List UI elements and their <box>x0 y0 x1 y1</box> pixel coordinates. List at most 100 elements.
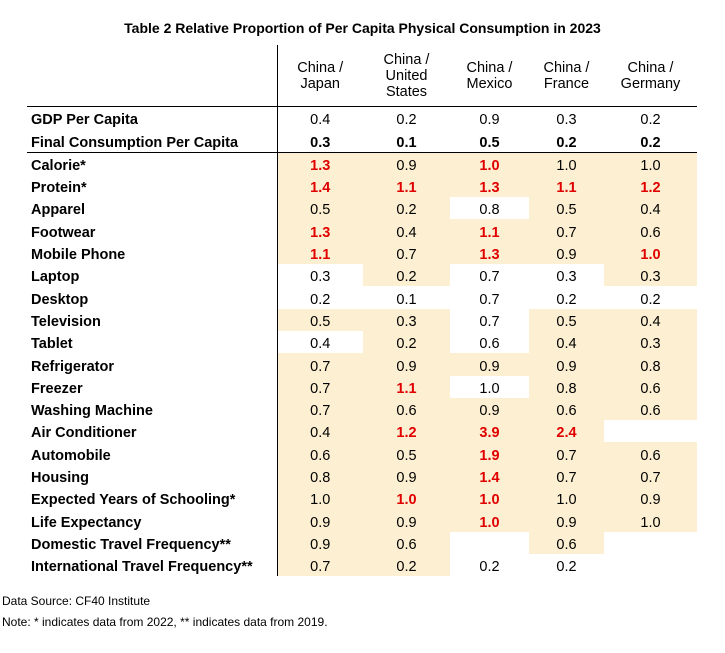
row-label: Automobile <box>27 442 278 465</box>
header-line: China / <box>297 59 344 76</box>
value-cell: 0.6 <box>363 531 450 554</box>
table-row: Automobile 0.6 0.5 1.9 0.7 0.6 <box>27 442 697 465</box>
value-cell: 0.6 <box>529 397 604 421</box>
value-cell: 0.9 <box>363 509 450 532</box>
value-cell: 0.5 <box>277 308 363 331</box>
header-corner <box>27 45 278 107</box>
value-cell: 0.9 <box>529 241 604 265</box>
value-cell: 0.6 <box>604 442 697 465</box>
row-label: Freezer <box>27 375 278 398</box>
value-cell: 0.9 <box>277 531 363 554</box>
value-cell <box>604 420 697 442</box>
header-row: China / Japan China / United States Chin… <box>27 45 697 107</box>
value-cell: 0.1 <box>363 129 450 153</box>
value-cell: 0.4 <box>529 330 604 354</box>
value-cell: 0.7 <box>529 219 604 242</box>
value-cell <box>604 532 697 554</box>
table-row: Mobile Phone 1.1 0.7 1.3 0.9 1.0 <box>27 241 697 265</box>
value-cell: 1.3 <box>450 174 529 198</box>
header-line: China / <box>466 59 513 76</box>
value-cell: 0.6 <box>604 397 697 421</box>
table-row: Desktop 0.2 0.1 0.7 0.2 0.2 <box>27 286 697 309</box>
value-cell: 1.3 <box>277 219 363 242</box>
value-cell: 0.9 <box>363 353 450 376</box>
value-cell: 0.1 <box>396 291 417 308</box>
value-cell: 0.9 <box>277 509 363 532</box>
table-title: Table 2 Relative Proportion of Per Capit… <box>124 20 601 36</box>
footnote: Note: * indicates data from 2022, ** ind… <box>2 615 328 629</box>
value-cell: 1.4 <box>450 464 529 488</box>
value-cell: 0.7 <box>479 313 500 330</box>
value-cell: 0.4 <box>310 112 331 129</box>
value-cell: 0.6 <box>604 219 697 242</box>
value-cell: 0.2 <box>640 291 661 308</box>
row-label: Washing Machine <box>27 397 278 421</box>
row-label: Television <box>27 308 278 331</box>
value-cell: 0.7 <box>277 375 363 398</box>
value-cell: 0.6 <box>277 442 363 465</box>
table-row: Apparel 0.5 0.2 0.8 0.5 0.4 <box>27 197 697 220</box>
value-cell: 1.3 <box>450 241 529 265</box>
value-cell: 0.3 <box>556 269 577 286</box>
header-line: China / <box>383 51 430 68</box>
value-cell: 1.2 <box>604 174 697 198</box>
table-row: Housing 0.8 0.9 1.4 0.7 0.7 <box>27 464 697 488</box>
value-cell: 0.7 <box>529 464 604 488</box>
table-row: Final Consumption Per Capita 0.3 0.1 0.5 0.2… <box>27 129 697 153</box>
value-cell: 0.9 <box>450 353 529 376</box>
header-line: Mexico <box>466 75 513 92</box>
value-cell: 0.7 <box>363 241 450 265</box>
value-cell: 1.2 <box>363 420 450 443</box>
value-cell: 0.6 <box>529 531 604 554</box>
value-cell: 0.4 <box>277 420 363 443</box>
value-cell: 0.8 <box>604 353 697 376</box>
value-cell: 0.6 <box>363 397 450 421</box>
header-line: Germany <box>620 75 681 92</box>
column-header-germany: China / Germany <box>604 45 697 107</box>
value-cell: 0.9 <box>363 152 450 175</box>
data-source: Data Source: CF40 Institute <box>2 594 151 608</box>
row-label: Protein* <box>27 174 278 198</box>
table-row: Laptop 0.3 0.2 0.7 0.3 0.3 <box>27 264 697 287</box>
value-cell: 0.2 <box>363 553 450 577</box>
table-row: Protein* 1.4 1.1 1.3 1.1 1.2 <box>27 174 697 198</box>
value-cell: 1.4 <box>277 174 363 198</box>
value-cell: 1.0 <box>529 487 604 510</box>
value-cell: 1.3 <box>277 152 363 175</box>
table-row: Washing Machine 0.7 0.6 0.9 0.6 0.6 <box>27 397 697 421</box>
table-row: Air Conditioner 0.4 1.2 3.9 2.4 <box>27 420 697 443</box>
value-cell: 0.3 <box>363 308 450 331</box>
row-label: GDP Per Capita <box>27 106 278 130</box>
value-cell: 0.2 <box>640 112 661 129</box>
value-cell: 0.2 <box>529 129 604 153</box>
value-cell: 0.2 <box>363 330 450 354</box>
value-cell: 1.0 <box>604 509 697 532</box>
value-cell: 1.1 <box>529 174 604 198</box>
table-row: GDP Per Capita 0.4 0.2 0.9 0.3 0.2 <box>27 106 697 130</box>
row-label: Domestic Travel Frequency** <box>27 531 278 554</box>
value-cell: 0.4 <box>310 336 331 353</box>
value-cell: 0.7 <box>277 353 363 376</box>
value-cell: 0.2 <box>363 264 450 287</box>
value-cell: 1.1 <box>363 375 450 398</box>
value-cell: 0.7 <box>277 553 363 577</box>
value-cell <box>604 554 697 576</box>
table-body: GDP Per Capita 0.4 0.2 0.9 0.3 0.2 Final Consu… <box>27 106 697 577</box>
column-header-france: China / France <box>529 45 604 107</box>
table-row: Refrigerator 0.7 0.9 0.9 0.9 0.8 <box>27 353 697 376</box>
value-cell: 0.5 <box>450 129 529 153</box>
row-label: Expected Years of Schooling* <box>27 487 278 510</box>
row-label: International Travel Frequency** <box>27 553 278 577</box>
value-cell: 0.8 <box>277 464 363 488</box>
value-cell: 0.7 <box>529 442 604 465</box>
row-label: Air Conditioner <box>27 420 278 443</box>
value-cell: 0.7 <box>277 397 363 421</box>
value-cell: 0.9 <box>450 397 529 421</box>
value-cell: 0.2 <box>396 112 417 129</box>
value-cell: 1.1 <box>277 241 363 265</box>
value-cell: 1.1 <box>363 174 450 198</box>
value-cell: 0.6 <box>479 336 500 353</box>
table-row: Footwear 1.3 0.4 1.1 0.7 0.6 <box>27 219 697 242</box>
row-label: Apparel <box>27 197 278 220</box>
value-cell: 0.9 <box>529 353 604 376</box>
